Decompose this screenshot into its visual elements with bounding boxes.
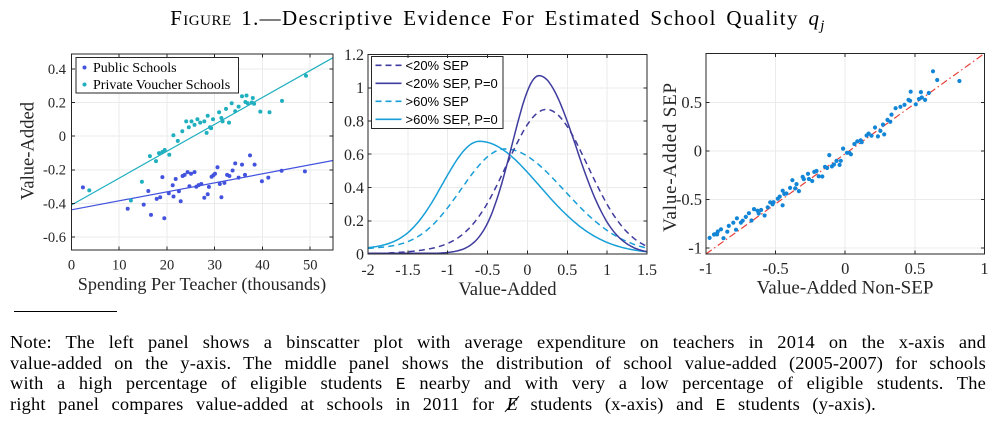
svg-text:Value-Added SEP: Value-Added SEP [660, 82, 681, 232]
svg-text:10: 10 [112, 258, 127, 274]
svg-text:-1: -1 [441, 262, 454, 279]
svg-text:0.8: 0.8 [344, 114, 364, 131]
svg-text:Value-Added: Value-Added [458, 279, 557, 300]
svg-text:Private Voucher Schools: Private Voucher Schools [93, 78, 230, 93]
svg-text:<20% SEP: <20% SEP [406, 58, 469, 73]
svg-text:1: 1 [356, 80, 364, 97]
svg-text:0.2: 0.2 [48, 96, 66, 112]
svg-text:1: 1 [603, 262, 611, 279]
svg-text:-0.5: -0.5 [475, 262, 500, 279]
svg-text:>60% SEP, P=0: >60% SEP, P=0 [406, 112, 498, 127]
svg-text:0.6: 0.6 [344, 147, 364, 164]
svg-text:Value-Added: Value-Added [18, 101, 39, 200]
svg-text:0.4: 0.4 [48, 62, 67, 78]
svg-text:0.4: 0.4 [344, 180, 364, 197]
svg-text:20: 20 [160, 258, 175, 274]
svg-text:-2: -2 [361, 262, 374, 279]
svg-text:1.5: 1.5 [637, 262, 657, 279]
svg-text:0: 0 [523, 262, 531, 279]
svg-text:50: 50 [303, 258, 318, 274]
svg-text:1.2: 1.2 [344, 47, 364, 64]
svg-text:40: 40 [255, 258, 270, 274]
svg-text:0: 0 [68, 258, 75, 274]
svg-text:0: 0 [59, 129, 66, 145]
svg-text:-1: -1 [688, 239, 702, 258]
svg-text:0: 0 [841, 259, 849, 278]
svg-text:-0.2: -0.2 [43, 163, 66, 179]
svg-text:-0.6: -0.6 [43, 230, 66, 246]
svg-text:-0.5: -0.5 [763, 259, 789, 278]
svg-text:0: 0 [356, 247, 364, 264]
svg-text:Spending Per Teacher (thousand: Spending Per Teacher (thousands) [78, 274, 326, 295]
svg-text:-1.5: -1.5 [395, 262, 420, 279]
svg-text:-0.5: -0.5 [676, 190, 702, 209]
svg-text:-0.4: -0.4 [43, 196, 67, 212]
svg-text:30: 30 [207, 258, 222, 274]
svg-text:1: 1 [980, 259, 988, 278]
svg-text:0.5: 0.5 [681, 93, 702, 112]
svg-text:0.5: 0.5 [557, 262, 577, 279]
svg-text:>60% SEP: >60% SEP [406, 94, 469, 109]
svg-text:0: 0 [694, 142, 702, 161]
svg-text:Public Schools: Public Schools [93, 61, 177, 76]
svg-text:0.5: 0.5 [905, 259, 926, 278]
svg-text:-1: -1 [699, 259, 713, 278]
svg-text:<20% SEP, P=0: <20% SEP, P=0 [406, 76, 498, 91]
svg-text:0.2: 0.2 [344, 213, 364, 230]
svg-text:Value-Added Non-SEP: Value-Added Non-SEP [757, 278, 934, 299]
